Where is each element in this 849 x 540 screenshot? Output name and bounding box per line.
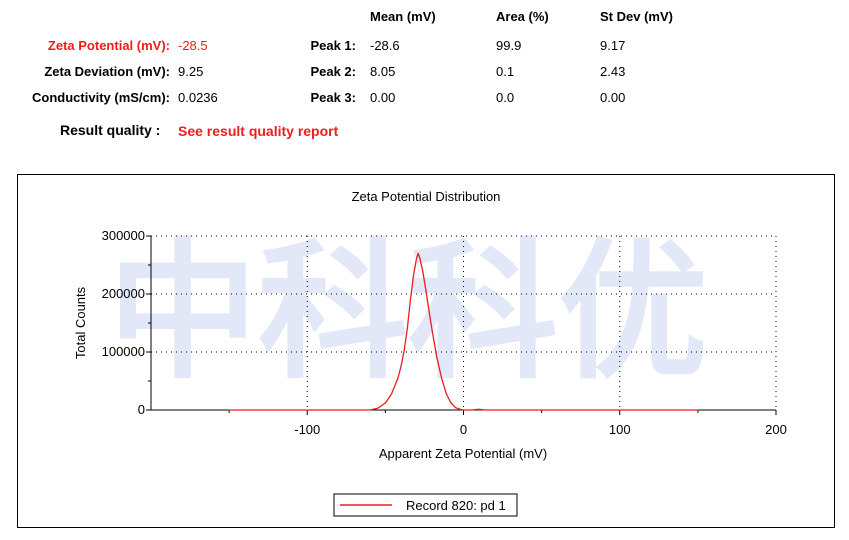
data-point <box>619 409 621 411</box>
y-tick-labels: 0 100000 200000 300000 <box>102 228 145 417</box>
data-point <box>416 257 418 259</box>
peak-2-mean: 8.05 <box>370 64 396 79</box>
series-group <box>228 252 699 411</box>
data-point <box>306 409 308 411</box>
data-point <box>228 409 230 411</box>
y-tick-label: 200000 <box>102 286 145 301</box>
zeta-potential-value: -28.5 <box>178 38 208 53</box>
peak-3-label: Peak 3: <box>310 90 356 105</box>
conductivity-label: Conductivity (mS/cm): <box>32 90 170 105</box>
peak-header-stdev: St Dev (mV) <box>600 9 673 24</box>
peak-header-area: Area (%) <box>496 9 549 24</box>
chart-grid <box>151 235 777 410</box>
data-point <box>462 409 465 411</box>
conductivity-value: 0.0236 <box>178 90 218 105</box>
x-axis-label: Apparent Zeta Potential (mV) <box>379 446 547 461</box>
x-tick-label: -100 <box>294 422 320 437</box>
peak-1-mean: -28.6 <box>370 38 400 53</box>
y-axis-label: Total Counts <box>73 286 88 359</box>
y-tick-label: 100000 <box>102 344 145 359</box>
data-point <box>470 409 472 411</box>
peak-1-area: 99.9 <box>496 38 522 53</box>
data-point <box>409 299 411 301</box>
zeta-deviation-value: 9.25 <box>178 64 204 79</box>
data-point <box>403 350 405 352</box>
data-point <box>436 357 438 359</box>
data-point <box>445 393 447 395</box>
data-point <box>417 252 419 254</box>
result-quality-label: Result quality : <box>60 122 161 138</box>
data-point <box>369 409 371 411</box>
x-tick-labels: -100 0 100 200 <box>294 422 787 437</box>
data-point <box>441 377 443 379</box>
data-point <box>459 408 461 410</box>
data-point <box>400 365 402 368</box>
data-point <box>450 402 452 404</box>
peak-2-label: Peak 2: <box>310 64 356 79</box>
data-point <box>475 408 477 411</box>
data-point <box>697 409 699 411</box>
data-point <box>391 393 393 395</box>
data-point <box>428 310 430 312</box>
x-tick-label: 200 <box>765 422 787 437</box>
legend-label: Record 820: pd 1 <box>406 498 506 513</box>
x-tick-label: 0 <box>460 422 467 437</box>
data-point <box>406 328 408 330</box>
zeta-deviation-label: Zeta Deviation (mV): <box>44 64 170 79</box>
data-point <box>377 407 379 409</box>
peak-2-area: 0.1 <box>496 64 515 79</box>
y-tick-label: 0 <box>138 402 145 417</box>
data-point <box>541 409 543 411</box>
data-point <box>478 408 480 410</box>
zeta-potential-label: Zeta Potential (mV): <box>47 38 170 53</box>
peak-header-mean: Mean (mV) <box>370 9 436 24</box>
chart-axes <box>146 235 777 415</box>
watermark-logo: 中科科优 <box>108 226 709 400</box>
peak-1-stdev: 9.17 <box>600 38 626 53</box>
peak-2-stdev: 2.43 <box>600 64 626 79</box>
chart-frame <box>17 174 835 528</box>
chart-title: Zeta Potential Distribution <box>352 189 501 204</box>
x-tick-label: 100 <box>609 422 631 437</box>
peak-3-stdev: 0.00 <box>600 90 626 105</box>
data-point <box>431 331 433 333</box>
peak-3-area: 0.0 <box>496 90 515 105</box>
data-point <box>384 402 386 404</box>
data-point <box>455 407 457 409</box>
data-point <box>397 377 399 379</box>
data-point <box>419 257 421 259</box>
y-tick-label: 300000 <box>102 228 145 243</box>
data-point <box>484 409 486 411</box>
data-point <box>412 274 415 276</box>
legend-box <box>333 493 518 517</box>
data-point <box>425 290 427 292</box>
data-point <box>422 271 424 273</box>
result-quality-report-link[interactable]: See result quality report <box>178 123 339 139</box>
peak-3-mean: 0.00 <box>370 90 396 105</box>
peak-1-label: Peak 1: <box>310 38 356 53</box>
